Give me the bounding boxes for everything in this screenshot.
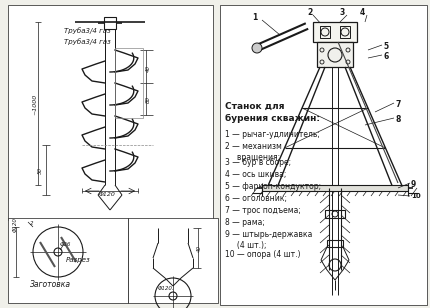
Text: Труба3/4 газ: Труба3/4 газ	[64, 27, 111, 34]
Text: 50: 50	[37, 167, 43, 173]
Text: Станок для
бурения скважин:: Станок для бурения скважин:	[225, 102, 320, 123]
Text: 5 — фаркоп-кондуктор;: 5 — фаркоп-кондуктор;	[225, 182, 321, 191]
Text: Труба3/4 газ: Труба3/4 газ	[64, 38, 111, 45]
Text: 9 — штырь-державка
     (4 шт.);: 9 — штырь-державка (4 шт.);	[225, 230, 312, 250]
Bar	[262, 185, 408, 191]
Bar	[8, 5, 213, 220]
Circle shape	[252, 43, 262, 53]
Text: Φ120: Φ120	[13, 217, 18, 233]
Text: Φ120.: Φ120.	[158, 286, 175, 291]
Bar	[340, 26, 350, 38]
Text: 10 — опора (4 шт.): 10 — опора (4 шт.)	[225, 250, 301, 259]
Text: 40: 40	[145, 64, 150, 71]
Text: 2: 2	[30, 221, 34, 226]
Text: Φ26: Φ26	[60, 242, 71, 247]
Bar	[220, 5, 427, 305]
Text: 1 — рычаг-удлинитель;: 1 — рычаг-удлинитель;	[225, 130, 320, 139]
Text: 80: 80	[145, 95, 150, 103]
Text: 2: 2	[307, 8, 312, 17]
Text: 10: 10	[411, 193, 421, 199]
Bar	[313, 22, 357, 42]
Text: 8: 8	[395, 115, 400, 124]
Text: Заготовка: Заготовка	[30, 280, 71, 289]
Text: ~1000: ~1000	[33, 93, 37, 115]
Text: 1: 1	[252, 13, 257, 22]
Text: 3: 3	[340, 8, 345, 17]
Text: 40: 40	[197, 245, 202, 252]
Text: 4 — ось шкива;: 4 — ось шкива;	[225, 170, 286, 179]
Text: 9: 9	[411, 180, 416, 189]
Bar	[128, 218, 218, 303]
Text: Разрез: Разрез	[66, 257, 91, 263]
Text: 6: 6	[383, 52, 388, 61]
Bar	[327, 240, 343, 247]
Bar	[325, 210, 345, 218]
Bar	[320, 26, 330, 38]
Text: 8 — рама;: 8 — рама;	[225, 218, 265, 227]
Text: 2 — механизм
     вращения;: 2 — механизм вращения;	[225, 142, 282, 162]
Text: 7: 7	[395, 100, 400, 109]
Text: Φ120: Φ120	[98, 192, 115, 197]
Bar	[115, 48, 143, 118]
Bar	[8, 218, 128, 303]
Text: 6 — оголовник;: 6 — оголовник;	[225, 194, 287, 203]
Bar	[104, 17, 116, 29]
Text: 3 — бур в сборе;: 3 — бур в сборе;	[225, 158, 291, 167]
Text: 4: 4	[360, 8, 365, 17]
Bar	[317, 42, 353, 67]
Text: 7 — трос подъема;: 7 — трос подъема;	[225, 206, 301, 215]
Text: 5: 5	[383, 42, 388, 51]
